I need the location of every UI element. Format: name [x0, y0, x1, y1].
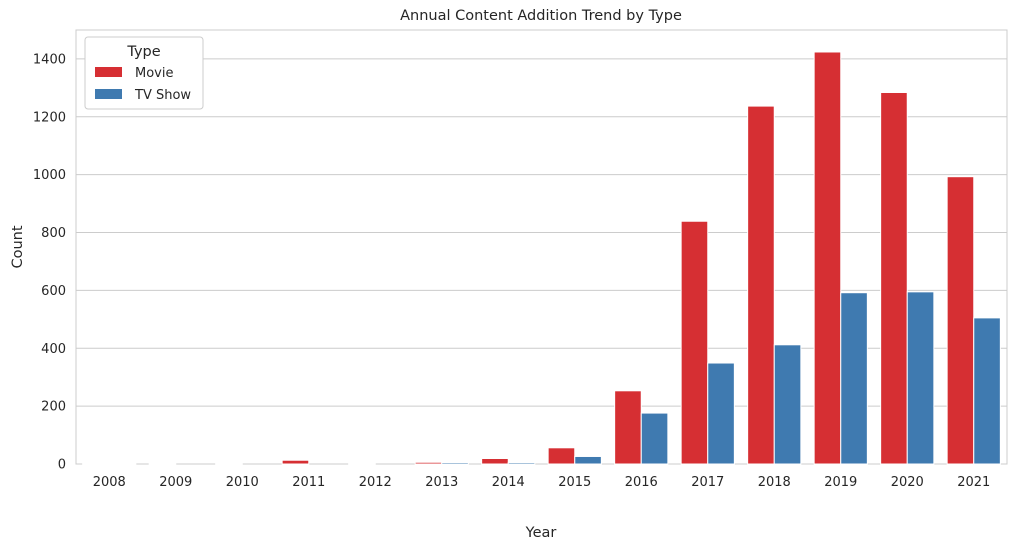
x-tick-label: 2017	[691, 475, 724, 490]
bar-movie-2017	[680, 220, 709, 465]
bar-movie-2014	[481, 458, 509, 465]
chart-title: Annual Content Addition Trend by Type	[400, 8, 682, 24]
bar-movie-2018	[747, 105, 775, 465]
legend-label: Movie	[135, 66, 173, 81]
x-tick-label: 2016	[625, 475, 658, 490]
bar-tv-show-2018	[773, 344, 802, 465]
x-tick-label: 2013	[425, 475, 458, 490]
bar-tv-show-2013	[441, 462, 469, 465]
bar-tv-show-2020	[906, 291, 935, 465]
x-axis-ticks: 2008 2009 2010 2011 2012 2013 2014 2015 2016 2017…	[93, 475, 991, 490]
bar-movie-2019	[813, 51, 842, 465]
bar-movie-2012	[348, 462, 376, 465]
bar-movie-2011	[281, 459, 310, 465]
x-tick-label: 2015	[558, 475, 591, 490]
bar-movie-2021	[946, 176, 975, 465]
bar-movie-2013	[414, 461, 443, 465]
y-tick-label: 1400	[33, 52, 66, 67]
bar-tv-show-2017	[707, 362, 735, 465]
bar-tv-show-2014	[507, 462, 536, 465]
bar-movie-2015	[547, 447, 576, 465]
bar-tv-show-2015	[574, 455, 602, 465]
legend-label: TV Show	[134, 88, 191, 103]
x-tick-label: 2011	[292, 475, 325, 490]
bar-movie-2016	[614, 390, 642, 465]
y-tick-label: 1200	[33, 110, 66, 125]
y-tick-label: 800	[41, 226, 66, 241]
x-tick-label: 2012	[359, 475, 392, 490]
y-tick-label: 1000	[33, 168, 66, 183]
bar-tv-show-2019	[840, 292, 868, 465]
x-tick-label: 2014	[492, 475, 525, 490]
x-tick-label: 2010	[226, 475, 259, 490]
x-tick-label: 2020	[891, 475, 924, 490]
x-tick-label: 2019	[824, 475, 857, 490]
bar-tv-show-2016	[640, 412, 669, 465]
y-tick-label: 400	[41, 342, 66, 357]
legend-swatch	[95, 67, 122, 77]
legend-items: Movie TV Show	[95, 66, 191, 103]
y-axis-label: Count	[10, 225, 26, 268]
legend: Type Movie TV Show	[84, 36, 204, 110]
bars	[82, 51, 1001, 465]
x-tick-label: 2021	[957, 475, 990, 490]
y-tick-label: 0	[58, 458, 66, 473]
x-tick-label: 2009	[159, 475, 192, 490]
x-tick-label: 2018	[758, 475, 791, 490]
x-tick-label: 2008	[93, 475, 126, 490]
x-axis-label: Year	[525, 525, 557, 541]
y-tick-label: 200	[41, 400, 66, 415]
bar-tv-show-2021	[973, 317, 1001, 465]
legend-title: Type	[126, 44, 160, 60]
y-axis-ticks: 0 200 400 600 800 1000 1200 1400	[33, 52, 66, 472]
bar-movie-2020	[880, 91, 908, 465]
legend-swatch	[95, 89, 122, 99]
y-tick-label: 600	[41, 284, 66, 299]
